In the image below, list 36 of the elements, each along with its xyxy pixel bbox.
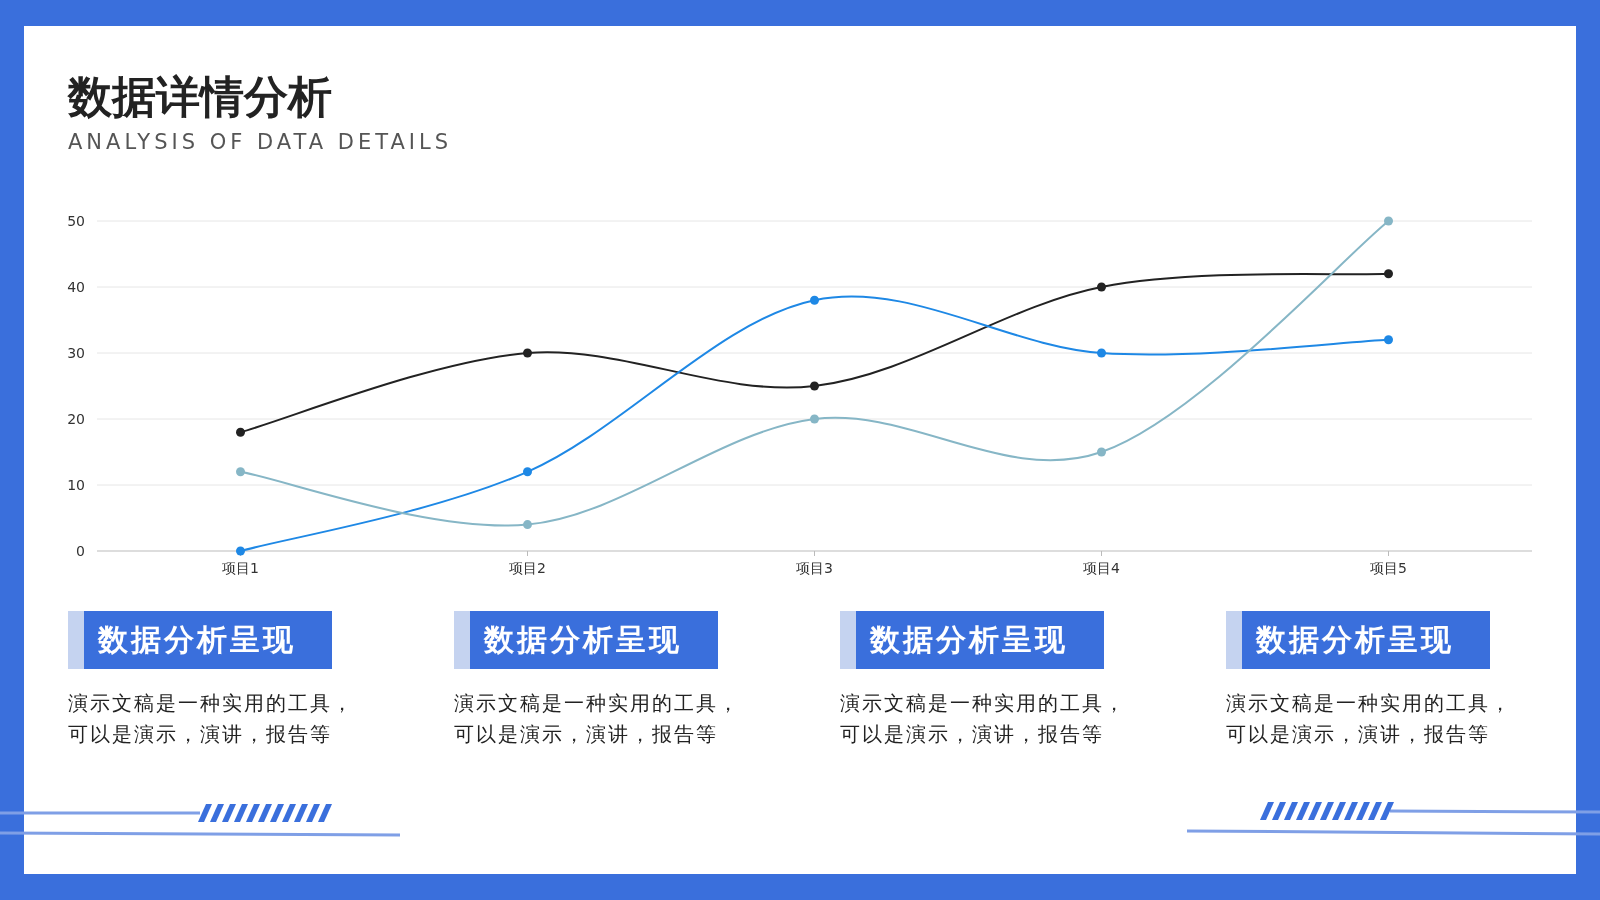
y-tick-label: 50 (67, 213, 85, 229)
point (236, 546, 245, 556)
text: 演示文稿是一种实用的工具，可以是演示，演讲，报告等 (68, 690, 355, 748)
y-tick-label: 10 (67, 477, 85, 493)
point (1384, 335, 1393, 345)
text: 数据分析呈现 (84, 611, 332, 669)
point (1097, 282, 1106, 292)
point (523, 520, 532, 530)
x-tick-label: 项目1 (222, 560, 259, 576)
point (1384, 216, 1393, 226)
point (810, 295, 819, 305)
y-tick-label: 40 (67, 279, 85, 295)
x-tick-label: 项目5 (1370, 560, 1407, 576)
text: 演示文稿是一种实用的工具，可以是演示，演讲，报告等 (840, 690, 1127, 748)
point (236, 427, 245, 437)
y-tick-label: 0 (76, 543, 85, 559)
point (523, 348, 532, 358)
text: 演示文稿是一种实用的工具，可以是演示，演讲，报告等 (1226, 690, 1513, 748)
point (236, 467, 245, 477)
point (1384, 269, 1393, 279)
point (1097, 447, 1106, 457)
y-tick-label: 20 (67, 411, 85, 427)
text: 数据分析呈现 (470, 611, 718, 669)
chart-subtitle: ANALYSIS OF DATA DETAILS (68, 130, 452, 154)
point (1097, 348, 1106, 358)
x-tick-label: 项目2 (509, 560, 546, 576)
point (810, 414, 819, 424)
text: 数据分析呈现 (856, 611, 1104, 669)
point (523, 467, 532, 477)
point (810, 381, 819, 391)
text: 演示文稿是一种实用的工具，可以是演示，演讲，报告等 (454, 690, 741, 748)
y-tick-label: 30 (67, 345, 85, 361)
x-tick-label: 项目4 (1083, 560, 1121, 576)
x-tick-label: 项目3 (796, 560, 833, 576)
chart-title: 数据详情分析 (68, 70, 332, 124)
text: 数据分析呈现 (1242, 611, 1490, 669)
